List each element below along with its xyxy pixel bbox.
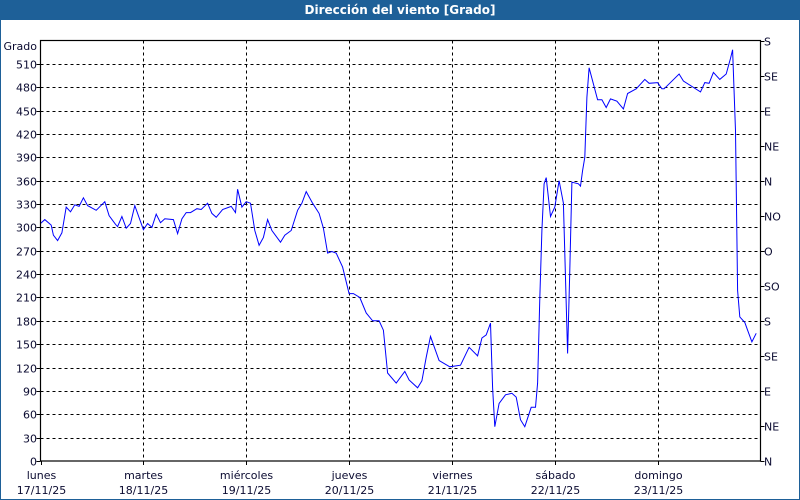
y-tick-label: 0 [30, 456, 37, 469]
y-tick-label: 420 [16, 129, 37, 142]
plot-frame [39, 39, 762, 462]
y-tick-label: 180 [16, 316, 37, 329]
x-day-label: lunes [27, 469, 57, 482]
y2-tick-label: O [764, 246, 773, 259]
y-tick-label: 270 [16, 246, 37, 259]
y-axis-label: Grado [4, 40, 38, 53]
y-tick-label: 300 [16, 222, 37, 235]
y2-tick-label: NO [764, 211, 781, 224]
y-tick-label: 330 [16, 199, 37, 212]
x-date-label: 23/11/25 [634, 484, 683, 497]
y-tick-label: 90 [23, 386, 37, 399]
y2-tick-label: NE [764, 421, 779, 434]
x-day-label: miércoles [220, 469, 273, 482]
y-tick-label: 360 [16, 176, 37, 189]
x-date-label: 18/11/25 [119, 484, 168, 497]
x-date-label: 17/11/25 [17, 484, 66, 497]
y-tick-label: 60 [23, 409, 37, 422]
y2-tick-label: N [764, 456, 772, 469]
y-tick-label: 240 [16, 269, 37, 282]
y2-tick-label: S [764, 36, 771, 49]
y2-tick-label: N [764, 176, 772, 189]
y2-tick-label: NE [764, 141, 779, 154]
y-tick-label: 450 [16, 106, 37, 119]
y-tick-label: 210 [16, 292, 37, 305]
y2-tick-label: E [764, 386, 771, 399]
x-day-label: domingo [634, 469, 682, 482]
x-day-label: jueves [331, 469, 368, 482]
series-line [40, 49, 757, 428]
x-date-label: 19/11/25 [222, 484, 271, 497]
y-tick-label: 120 [16, 363, 37, 376]
x-date-label: 21/11/25 [428, 484, 477, 497]
y-tick-label: 480 [16, 82, 37, 95]
x-day-label: sábado [536, 469, 576, 482]
y2-tick-label: SE [764, 71, 778, 84]
data-points [40, 50, 756, 427]
y-tick-label: 30 [23, 433, 37, 446]
y-tick-label: 510 [16, 59, 37, 72]
y-tick-label: 150 [16, 339, 37, 352]
chart-title: Dirección del viento [Grado] [0, 0, 800, 20]
x-date-label: 20/11/25 [325, 484, 374, 497]
y-tick-label: 390 [16, 152, 37, 165]
y2-tick-label: SO [764, 281, 780, 294]
y2-tick-label: E [764, 106, 771, 119]
y2-tick-label: SE [764, 351, 778, 364]
y2-tick-label: S [764, 316, 771, 329]
x-date-label: 22/11/25 [531, 484, 580, 497]
x-day-label: viernes [432, 469, 472, 482]
x-day-label: martes [124, 469, 163, 482]
